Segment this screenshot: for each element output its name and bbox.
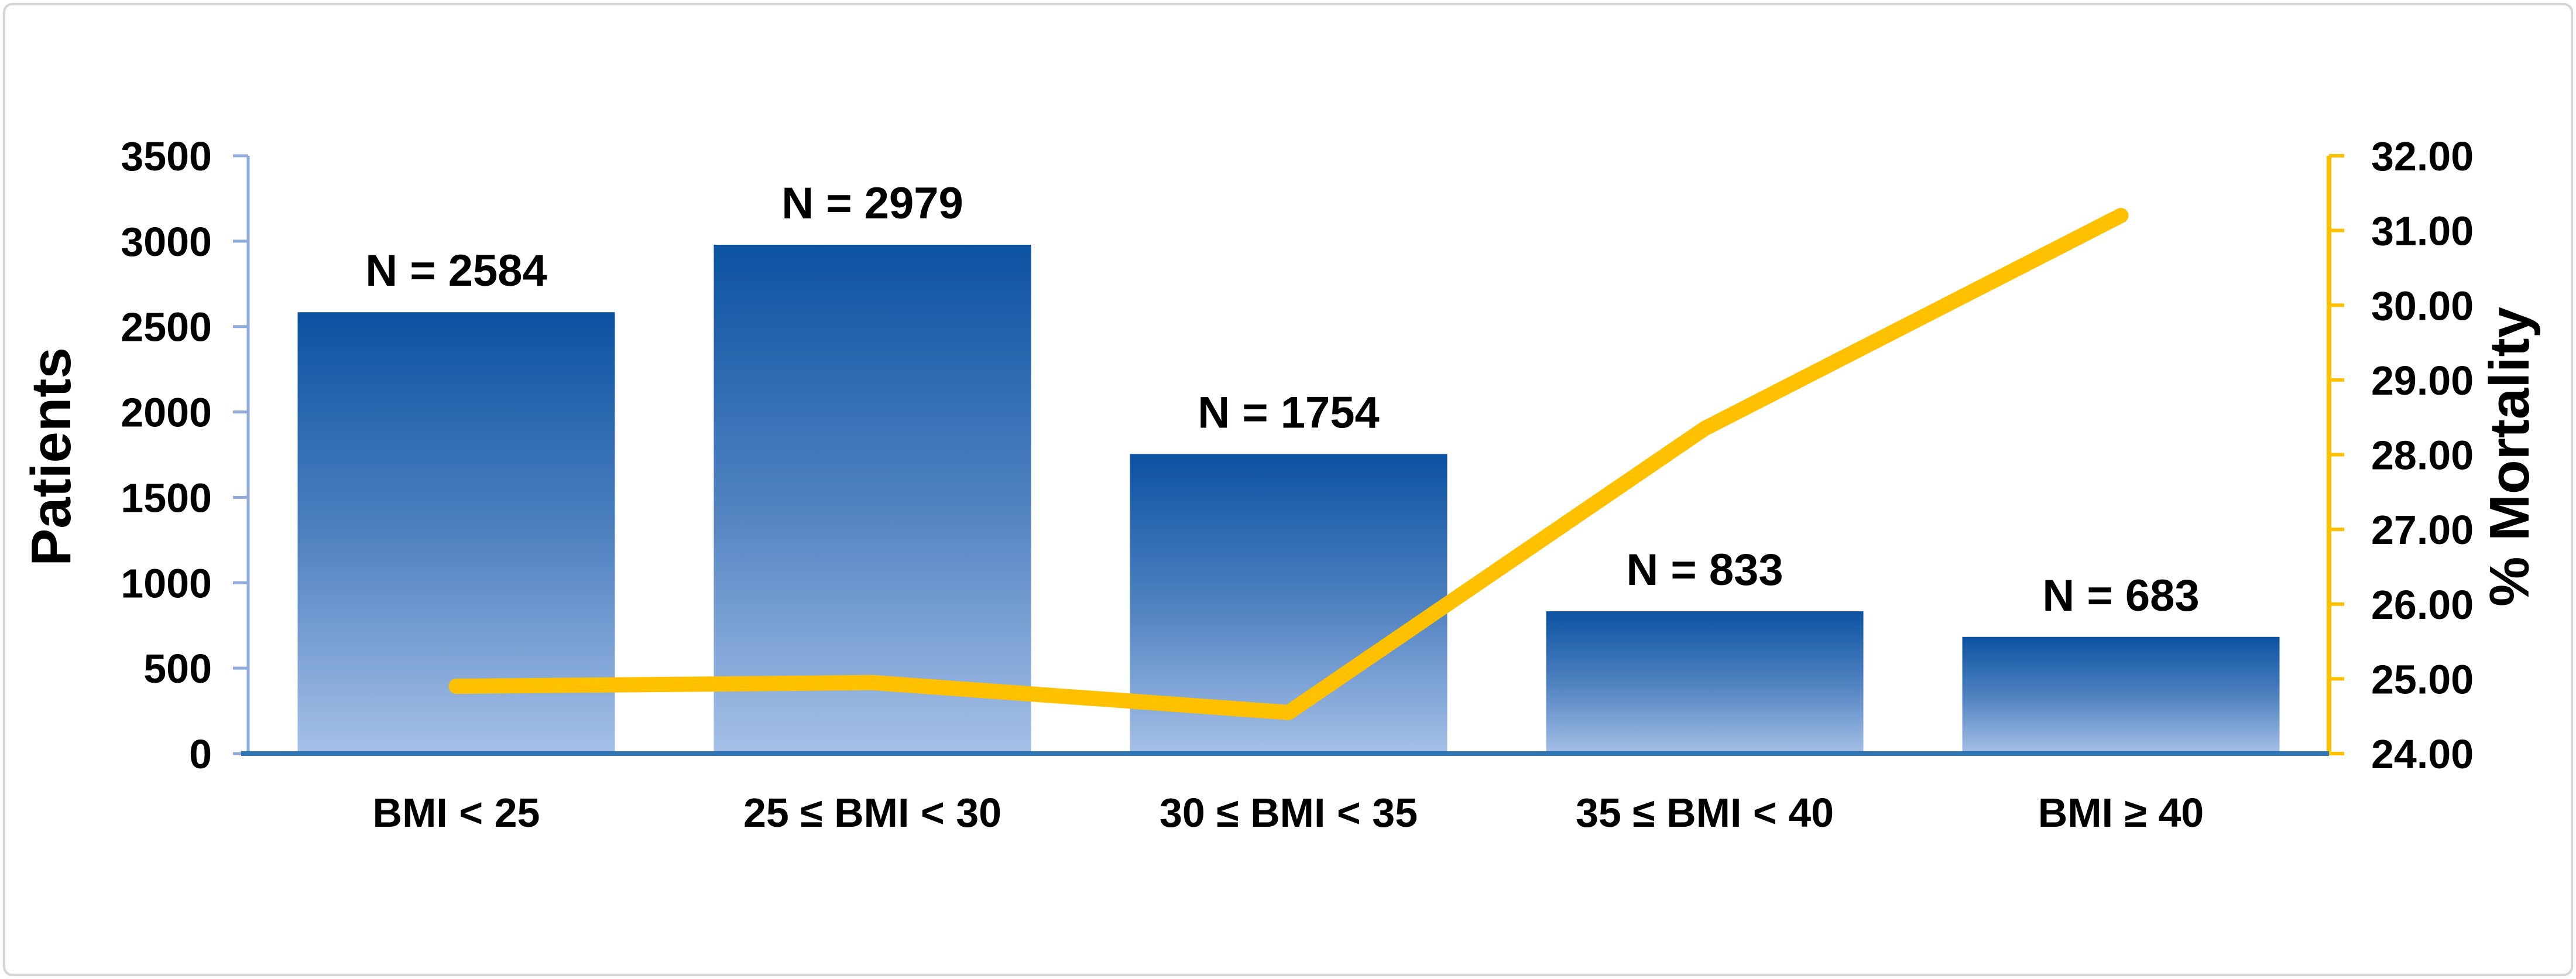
left-tick-label: 2500	[121, 304, 212, 350]
right-tick-label: 24.00	[2371, 731, 2474, 777]
left-tick-label: 1500	[121, 475, 212, 521]
mortality-line	[448, 208, 2129, 720]
bar	[714, 244, 1031, 754]
bar-value-label: N = 1754	[1198, 388, 1380, 437]
category-label: BMI ≥ 40	[2038, 790, 2204, 836]
right-tick-label: 25.00	[2371, 656, 2474, 702]
right-tick-label: 30.00	[2371, 283, 2474, 328]
left-tick-label: 2000	[121, 390, 212, 436]
right-tick-label: 26.00	[2371, 582, 2474, 628]
left-tick-label: 3000	[121, 219, 212, 265]
right-axis-title: % Mortality	[2478, 307, 2541, 607]
bar	[1962, 636, 2280, 754]
right-tick-label: 28.00	[2371, 433, 2474, 478]
category-label: BMI < 25	[373, 790, 540, 836]
right-tick-label: 31.00	[2371, 208, 2474, 254]
bar	[1546, 611, 1864, 754]
line-layer	[448, 208, 2129, 720]
left-axis-title: Patients	[20, 347, 83, 566]
bar-value-label: N = 2584	[365, 246, 547, 296]
right-tick-label: 29.00	[2371, 358, 2474, 403]
axes-layer	[233, 154, 2344, 756]
left-tick-label: 1000	[121, 560, 212, 606]
category-label: 35 ≤ BMI < 40	[1576, 790, 1834, 836]
left-tick-label: 500	[143, 646, 212, 692]
labels-layer: N = 2584 BMI < 25 N = 2979 25 ≤ BMI < 30 N =…	[121, 134, 2474, 836]
category-label: 25 ≤ BMI < 30	[743, 790, 1001, 836]
figure-border	[3, 3, 2573, 976]
left-tick-label: 3500	[121, 134, 212, 179]
right-tick-label: 27.00	[2371, 507, 2474, 553]
left-tick-label: 0	[189, 731, 212, 777]
bar-value-label: N = 2979	[781, 179, 963, 228]
bars-layer	[297, 244, 2280, 754]
bar-value-label: N = 683	[2042, 571, 2199, 621]
category-label: 30 ≤ BMI < 35	[1160, 790, 1418, 836]
bar-value-label: N = 833	[1626, 545, 1783, 595]
right-tick-label: 32.00	[2371, 134, 2474, 179]
